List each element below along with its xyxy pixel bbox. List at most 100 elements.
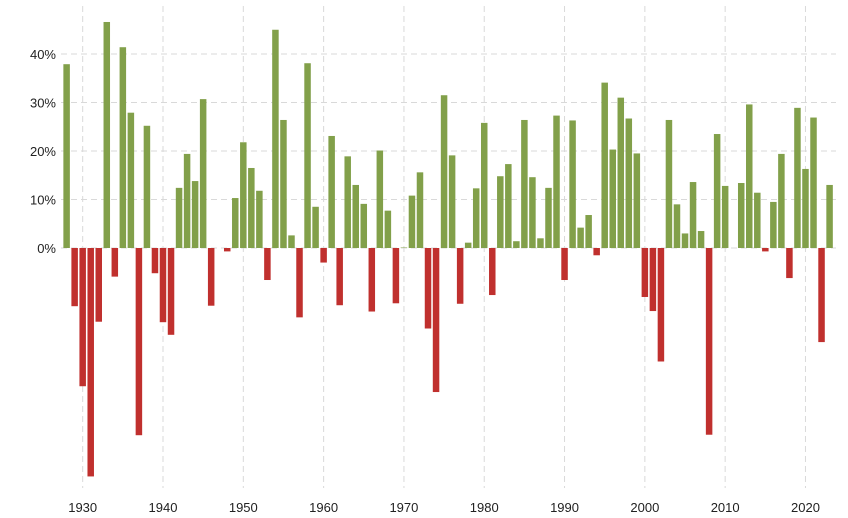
bar-1975 <box>440 95 448 248</box>
x-tick-label: 1930 <box>68 500 97 515</box>
bar-1928 <box>63 64 70 248</box>
bar-1983 <box>505 164 512 248</box>
bar-2021 <box>810 117 817 248</box>
bar-2020 <box>802 168 809 248</box>
x-tick-label: 2000 <box>630 500 659 515</box>
bar-2012 <box>737 183 745 248</box>
bar-2015 <box>762 248 769 252</box>
bar-1954 <box>272 29 279 248</box>
bar-2005 <box>681 233 689 248</box>
bar-1952 <box>256 190 263 248</box>
y-axis: 0% 10% 20% 30% 40% <box>30 47 56 256</box>
bar-1977 <box>456 248 464 304</box>
bar-1956 <box>288 235 295 248</box>
bar-2010 <box>721 185 729 248</box>
x-tick-label: 1940 <box>149 500 178 515</box>
bar-1949 <box>232 198 239 248</box>
bar-1966 <box>368 248 376 312</box>
bar-1931 <box>87 248 94 477</box>
bar-1938 <box>143 125 151 248</box>
bar-1961 <box>328 135 335 248</box>
bar-1946 <box>207 248 215 306</box>
bar-1969 <box>392 248 400 304</box>
bar-1945 <box>199 99 207 248</box>
bar-2022 <box>818 248 825 343</box>
bar-1974 <box>432 248 440 393</box>
bar-1990 <box>561 248 568 281</box>
bar-1978 <box>464 242 472 248</box>
bar-1935 <box>119 47 127 249</box>
bar-1972 <box>416 172 424 248</box>
bar-1934 <box>111 248 119 277</box>
bar-1998 <box>625 118 633 248</box>
bar-1959 <box>312 206 319 248</box>
bar-2001 <box>649 248 657 312</box>
bar-1930 <box>79 248 86 387</box>
bar-1988 <box>545 187 552 248</box>
x-tick-label: 1950 <box>229 500 258 515</box>
bar-1968 <box>384 210 392 248</box>
bar-1999 <box>633 153 641 248</box>
bar-1941 <box>167 248 175 335</box>
bar-1962 <box>336 248 343 306</box>
y-tick-label: 40% <box>30 47 56 62</box>
bar-1955 <box>280 119 287 249</box>
bar-1986 <box>529 177 536 248</box>
bar-1937 <box>135 248 143 436</box>
x-axis: 1930 1940 1950 1960 1970 1980 1990 2000 2010 2020 <box>68 500 820 515</box>
bar-2019 <box>794 107 801 248</box>
bar-2004 <box>673 204 681 248</box>
bar-2023 <box>826 184 833 248</box>
bar-1933 <box>103 21 111 248</box>
bar-1985 <box>521 119 528 249</box>
bar-1991 <box>569 120 576 248</box>
bar-1973 <box>424 248 432 329</box>
bar-1976 <box>448 155 456 248</box>
y-tick-label: 10% <box>30 193 56 208</box>
bar-1960 <box>320 248 327 263</box>
bar-1971 <box>408 195 416 248</box>
bar-1936 <box>127 112 135 248</box>
bars <box>63 21 833 477</box>
bar-1981 <box>489 248 496 296</box>
y-tick-label: 30% <box>30 96 56 111</box>
bar-1982 <box>497 176 504 248</box>
x-tick-label: 1960 <box>309 500 338 515</box>
bar-1943 <box>183 153 191 248</box>
bar-1967 <box>376 150 384 248</box>
bar-1932 <box>95 248 102 322</box>
bar-1987 <box>537 238 544 248</box>
bar-1984 <box>513 241 520 248</box>
bar-2018 <box>786 248 793 279</box>
bar-1940 <box>159 248 167 323</box>
bar-1989 <box>553 115 560 248</box>
x-tick-label: 2020 <box>791 500 820 515</box>
x-tick-label: 1980 <box>470 500 499 515</box>
bar-1950 <box>240 142 247 248</box>
bar-2002 <box>657 248 665 362</box>
bar-1948 <box>223 248 231 252</box>
bar-2014 <box>754 192 761 248</box>
bar-1929 <box>71 248 78 307</box>
bar-2016 <box>770 201 777 248</box>
bar-1958 <box>304 63 311 248</box>
bar-2003 <box>665 119 673 249</box>
bar-1980 <box>480 122 488 248</box>
bar-1944 <box>191 181 199 248</box>
bar-1993 <box>585 215 592 248</box>
y-tick-label: 20% <box>30 144 56 159</box>
bar-2006 <box>689 182 697 248</box>
bar-1996 <box>609 149 616 248</box>
bar-2017 <box>778 153 785 248</box>
x-tick-label: 1970 <box>389 500 418 515</box>
bar-1994 <box>593 248 600 256</box>
bar-1997 <box>617 97 625 249</box>
bar-2009 <box>713 134 721 248</box>
bar-1957 <box>296 248 303 318</box>
bar-1963 <box>344 156 351 248</box>
bar-1953 <box>264 248 271 281</box>
bar-1951 <box>248 167 255 248</box>
bar-2008 <box>705 248 713 435</box>
bar-2007 <box>697 231 705 248</box>
